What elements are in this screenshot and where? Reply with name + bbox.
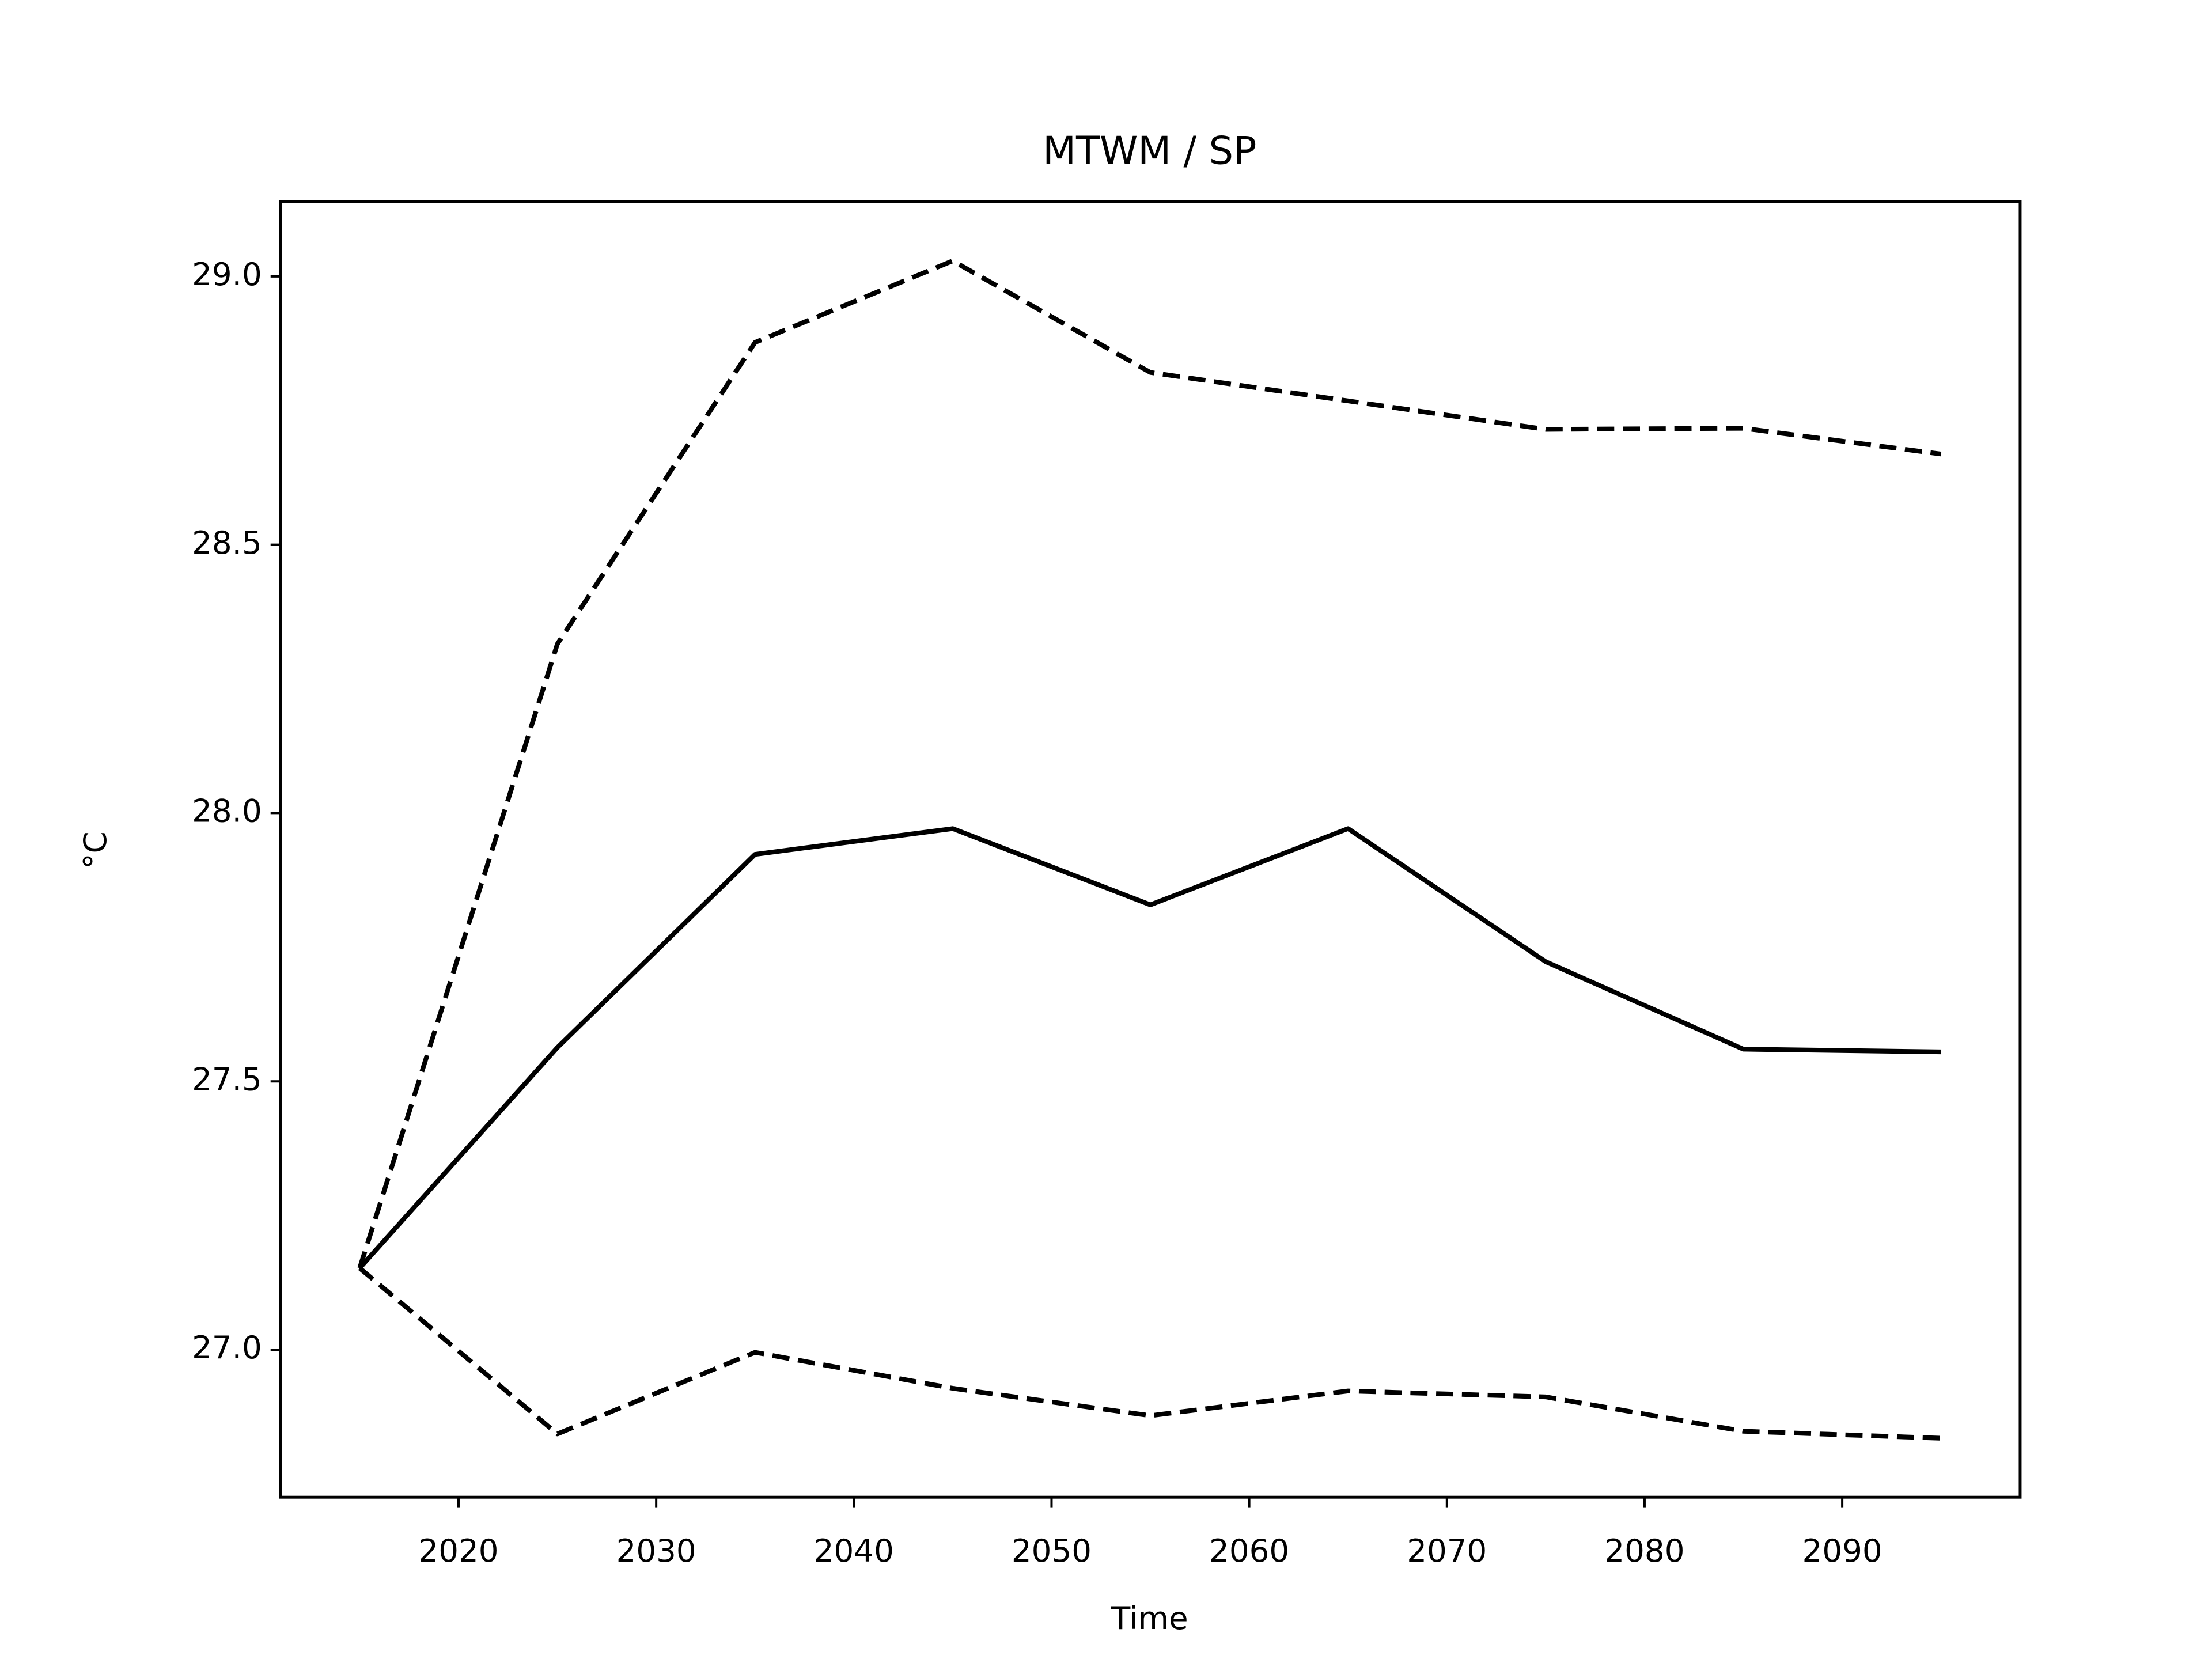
x-tick-label: 2030 <box>616 1532 696 1569</box>
x-tick-label: 2090 <box>1802 1532 1883 1569</box>
line-series <box>358 1266 1941 1441</box>
x-tick-label: 2070 <box>1407 1532 1487 1569</box>
y-tick-label: 28.5 <box>192 524 262 561</box>
line-series <box>358 826 1941 1270</box>
chart-title: MTWM / SP <box>1043 128 1256 173</box>
x-tick-label: 2050 <box>1012 1532 1092 1569</box>
y-tick-label: 27.5 <box>192 1060 262 1097</box>
plot-frame <box>279 200 2022 1499</box>
x-tick-label: 2060 <box>1209 1532 1289 1569</box>
y-tick-label: 29.0 <box>192 256 262 293</box>
x-tick-label: 2040 <box>814 1532 894 1569</box>
y-tick-label: 27.0 <box>192 1329 262 1366</box>
line-series <box>357 258 1942 1269</box>
x-axis-label: Time <box>1111 1600 1188 1637</box>
y-tick-label: 28.0 <box>192 793 262 830</box>
x-tick-label: 2020 <box>418 1532 498 1569</box>
x-tick-label: 2080 <box>1604 1532 1684 1569</box>
y-axis-label: °C <box>77 831 113 869</box>
